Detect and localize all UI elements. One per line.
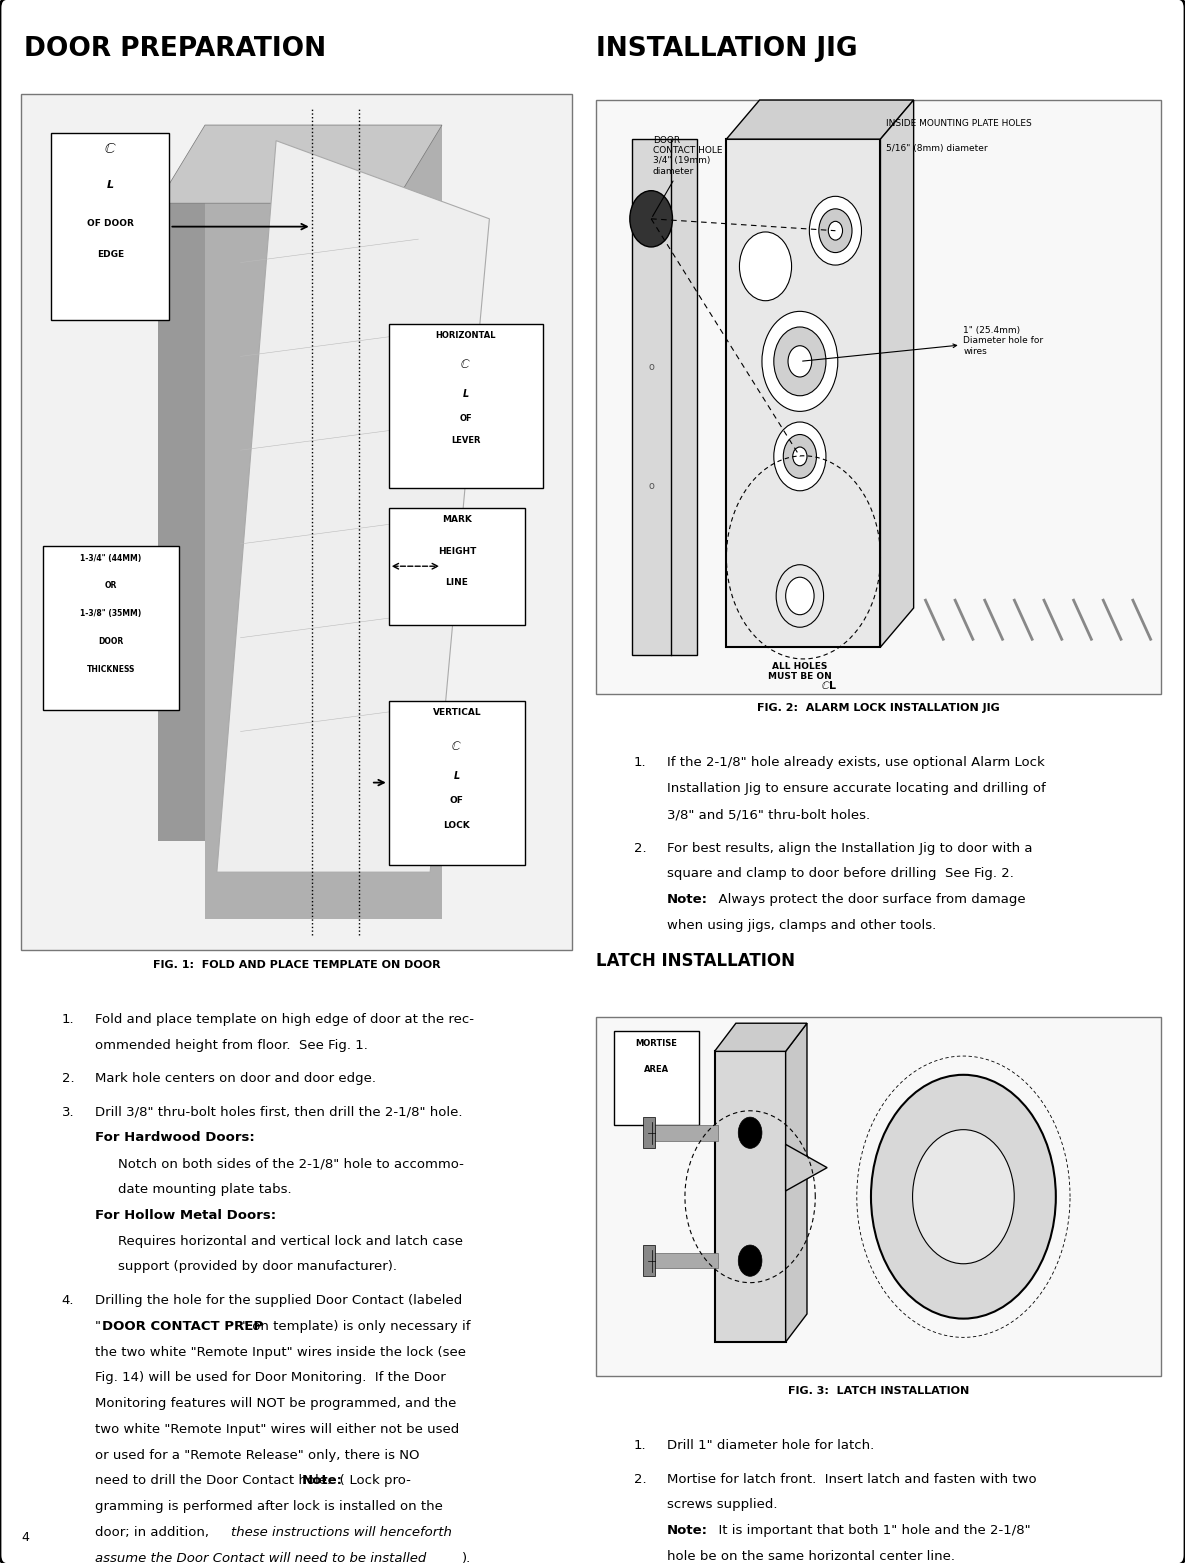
Text: square and clamp to door before drilling  See Fig. 2.: square and clamp to door before drilling…	[667, 867, 1014, 880]
Text: It is important that both 1" hole and the 2-1/8": It is important that both 1" hole and th…	[710, 1524, 1031, 1536]
Text: Lock pro-: Lock pro-	[341, 1474, 411, 1488]
Circle shape	[749, 244, 782, 288]
Bar	[51, 133, 169, 320]
Text: o: o	[648, 481, 654, 491]
Text: For Hardwood Doors:: For Hardwood Doors:	[95, 1132, 255, 1144]
Text: Monitoring features will NOT be programmed, and the: Monitoring features will NOT be programm…	[95, 1397, 456, 1410]
Circle shape	[774, 327, 826, 395]
Text: Note:: Note:	[302, 1474, 344, 1488]
Text: MORTISE: MORTISE	[635, 1039, 678, 1047]
Text: $\mathbb{C}$: $\mathbb{C}$	[460, 358, 472, 370]
Circle shape	[738, 1246, 762, 1277]
Text: Notch on both sides of the 2-1/8" hole to accommo-: Notch on both sides of the 2-1/8" hole t…	[118, 1157, 465, 1171]
Text: 1-3/8" (35MM): 1-3/8" (35MM)	[81, 610, 141, 617]
Circle shape	[739, 231, 792, 300]
Text: these instructions will henceforth: these instructions will henceforth	[231, 1525, 451, 1540]
Text: LATCH INSTALLATION: LATCH INSTALLATION	[596, 952, 795, 971]
Text: 1.: 1.	[634, 756, 647, 769]
Text: EDGE: EDGE	[97, 250, 123, 259]
Text: assume the Door Contact will need to be installed: assume the Door Contact will need to be …	[95, 1552, 427, 1563]
Circle shape	[912, 1130, 1014, 1264]
Bar	[158, 203, 205, 841]
Text: Mark hole centers on door and door edge.: Mark hole centers on door and door edge.	[95, 1072, 376, 1085]
Text: Note:: Note:	[667, 892, 709, 907]
Circle shape	[871, 1075, 1056, 1319]
Text: AREA: AREA	[643, 1066, 670, 1074]
Text: L: L	[462, 389, 469, 399]
Text: o: o	[648, 363, 654, 372]
Text: For best results, align the Installation Jig to door with a: For best results, align the Installation…	[667, 841, 1032, 855]
Text: 4.: 4.	[62, 1294, 75, 1307]
Text: 1" (25.4mm)
Diameter hole for
wires: 1" (25.4mm) Diameter hole for wires	[802, 325, 1044, 361]
Text: DOOR CONTACT PREP: DOOR CONTACT PREP	[102, 1319, 263, 1333]
Circle shape	[630, 191, 673, 247]
Text: HORIZONTAL: HORIZONTAL	[435, 331, 497, 341]
Text: DOOR
CONTACT HOLE
3/4" (19mm)
diameter: DOOR CONTACT HOLE 3/4" (19mm) diameter	[653, 136, 723, 216]
Text: DOOR PREPARATION: DOOR PREPARATION	[24, 36, 326, 63]
Bar	[389, 700, 525, 864]
Circle shape	[819, 209, 852, 253]
Text: date mounting plate tabs.: date mounting plate tabs.	[118, 1183, 293, 1196]
Text: OR: OR	[104, 581, 117, 589]
Text: need to drill the Door Contact hole.  (: need to drill the Door Contact hole. (	[95, 1474, 345, 1488]
Bar	[643, 1246, 655, 1277]
Text: Fold and place template on high edge of door at the rec-: Fold and place template on high edge of …	[95, 1013, 474, 1025]
Text: support (provided by door manufacturer).: support (provided by door manufacturer).	[118, 1260, 397, 1274]
Text: 5/16" (8mm) diameter: 5/16" (8mm) diameter	[886, 144, 988, 153]
Text: 1-3/4" (44MM): 1-3/4" (44MM)	[81, 555, 141, 563]
Text: 2.: 2.	[634, 1472, 647, 1485]
Text: Mortise for latch front.  Insert latch and fasten with two: Mortise for latch front. Insert latch an…	[667, 1472, 1037, 1485]
Text: " on template) is only necessary if: " on template) is only necessary if	[242, 1319, 470, 1333]
Bar	[614, 1032, 699, 1125]
Polygon shape	[715, 1024, 807, 1052]
Text: ALL HOLES
MUST BE ON: ALL HOLES MUST BE ON	[768, 663, 832, 681]
Bar	[596, 100, 1161, 694]
Circle shape	[762, 311, 838, 411]
Bar	[643, 1118, 655, 1149]
Bar	[389, 324, 543, 488]
Text: Drill 3/8" thru-bolt holes first, then drill the 2-1/8" hole.: Drill 3/8" thru-bolt holes first, then d…	[95, 1105, 462, 1119]
Polygon shape	[217, 141, 489, 872]
Text: FIG. 2:  ALARM LOCK INSTALLATION JIG: FIG. 2: ALARM LOCK INSTALLATION JIG	[757, 703, 1000, 713]
Text: LINE: LINE	[446, 578, 468, 588]
Circle shape	[793, 447, 807, 466]
Text: MARK: MARK	[442, 516, 472, 525]
Text: Installation Jig to ensure accurate locating and drilling of: Installation Jig to ensure accurate loca…	[667, 783, 1046, 796]
Text: Requires horizontal and vertical lock and latch case: Requires horizontal and vertical lock an…	[118, 1235, 463, 1247]
Text: door; in addition,: door; in addition,	[95, 1525, 213, 1540]
Text: VERTICAL: VERTICAL	[433, 708, 481, 717]
Text: screws supplied.: screws supplied.	[667, 1499, 777, 1511]
Text: LEVER: LEVER	[451, 436, 480, 445]
Text: ommended height from floor.  See Fig. 1.: ommended height from floor. See Fig. 1.	[95, 1038, 367, 1052]
Text: 3.: 3.	[62, 1105, 75, 1119]
Circle shape	[774, 422, 826, 491]
Text: LOCK: LOCK	[443, 821, 470, 830]
Text: hole be on the same horizontal center line.: hole be on the same horizontal center li…	[667, 1550, 955, 1563]
Text: ).: ).	[462, 1552, 472, 1563]
Polygon shape	[726, 100, 914, 139]
Circle shape	[788, 345, 812, 377]
Text: FIG. 1:  FOLD AND PLACE TEMPLATE ON DOOR: FIG. 1: FOLD AND PLACE TEMPLATE ON DOOR	[153, 960, 441, 969]
Circle shape	[783, 435, 816, 478]
Bar	[649, 1125, 718, 1141]
Text: OF DOOR: OF DOOR	[87, 219, 134, 228]
Text: $\mathbb{C}$L: $\mathbb{C}$L	[821, 678, 838, 691]
Text: $\mathbb{C}$: $\mathbb{C}$	[451, 739, 462, 753]
Bar	[649, 1254, 718, 1269]
Text: when using jigs, clamps and other tools.: when using jigs, clamps and other tools.	[667, 919, 936, 932]
Text: gramming is performed after lock is installed on the: gramming is performed after lock is inst…	[95, 1500, 443, 1513]
Bar	[21, 94, 572, 950]
Text: ": "	[95, 1319, 101, 1333]
Circle shape	[758, 256, 773, 275]
Polygon shape	[158, 125, 442, 203]
Text: FIG. 3:  LATCH INSTALLATION: FIG. 3: LATCH INSTALLATION	[788, 1386, 969, 1396]
Text: Drilling the hole for the supplied Door Contact (labeled: Drilling the hole for the supplied Door …	[95, 1294, 462, 1307]
Circle shape	[738, 1118, 762, 1149]
Text: 1.: 1.	[634, 1440, 647, 1452]
Text: Note:: Note:	[667, 1524, 709, 1536]
Bar	[632, 139, 697, 655]
Bar	[43, 547, 179, 711]
Bar	[715, 1052, 786, 1343]
Polygon shape	[786, 1144, 827, 1191]
